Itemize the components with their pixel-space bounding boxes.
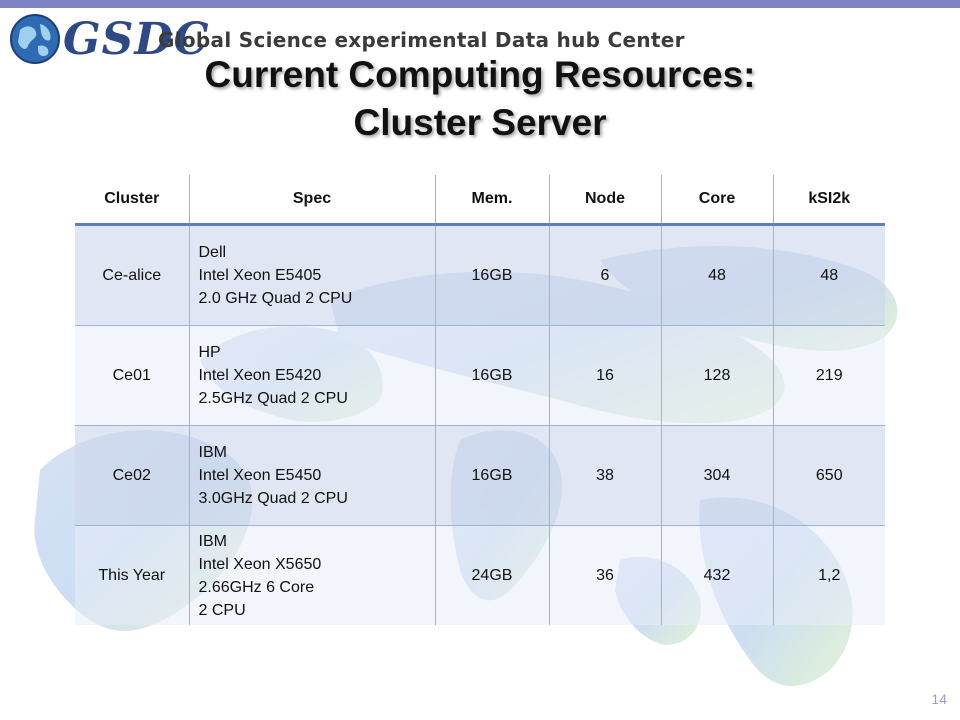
globe-icon: [10, 14, 60, 64]
logo-wordmark: GSDC: [63, 14, 210, 65]
cell-core: 48: [660, 224, 773, 326]
spec-line: Intel Xeon E5405: [198, 267, 322, 284]
column-header-core: Core: [660, 175, 773, 226]
spec-line: 2.5GHz Quad 2 CPU: [198, 390, 348, 407]
spec-line: 2.66GHz 6 Core: [198, 578, 315, 596]
table-row: Ce-alice Dell Intel Xeon E5405 2.0 GHz Q…: [75, 224, 885, 326]
cell-node: 6: [548, 224, 661, 326]
cell-ksi2k: 219: [772, 325, 885, 426]
column-header-mem: Mem.: [434, 175, 549, 226]
cell-core: 304: [660, 425, 773, 526]
cell-spec: HP Intel Xeon E5420 2.5GHz Quad 2 CPU: [188, 325, 435, 426]
cell-ksi2k: 1,2: [772, 525, 885, 625]
cell-mem: 16GB: [434, 325, 549, 426]
cell-node: 16: [548, 325, 661, 426]
slide-title-line2: Cluster Server: [353, 102, 607, 143]
column-header-ksi2k: kSI2k: [772, 175, 885, 226]
column-header-cluster: Cluster: [75, 175, 189, 226]
cell-spec: IBM Intel Xeon X5650 2.66GHz 6 Core 2 CP…: [188, 525, 435, 625]
cell-spec: IBM Intel Xeon E5450 3.0GHz Quad 2 CPU: [188, 425, 435, 526]
cell-mem: 16GB: [434, 425, 549, 526]
spec-line: IBM: [198, 444, 227, 461]
table-row: This Year IBM Intel Xeon X5650 2.66GHz 6…: [75, 525, 885, 625]
cell-cluster: Ce-alice: [75, 224, 189, 326]
spec-line: Intel Xeon E5420: [198, 367, 322, 384]
header-logo: GSDC Global Science experimental Data hu…: [8, 12, 684, 65]
cell-cluster: Ce01: [75, 325, 189, 426]
top-accent-bar: [0, 0, 960, 8]
table-row: Ce02 IBM Intel Xeon E5450 3.0GHz Quad 2 …: [75, 425, 885, 526]
cell-mem: 16GB: [434, 224, 549, 326]
cell-core: 128: [660, 325, 773, 426]
cell-mem: 24GB: [434, 525, 549, 625]
spec-line: IBM: [198, 532, 227, 550]
spec-line: 2.0 GHz Quad 2 CPU: [198, 290, 353, 307]
slide-title-line1: Current Computing Resources:: [204, 54, 756, 95]
spec-line: 3.0GHz Quad 2 CPU: [198, 490, 348, 507]
column-header-node: Node: [548, 175, 661, 226]
cell-ksi2k: 48: [772, 224, 885, 326]
cell-spec: Dell Intel Xeon E5405 2.0 GHz Quad 2 CPU: [188, 224, 435, 326]
spec-line: 2 CPU: [198, 601, 246, 619]
cell-node: 36: [548, 525, 661, 625]
page-number: 14: [931, 691, 947, 707]
cluster-resources-table: Cluster Spec Mem. Node Core kSI2k Ce-ali…: [75, 175, 885, 625]
spec-line: Dell: [198, 244, 227, 261]
cell-core: 432: [660, 525, 773, 625]
cell-cluster: This Year: [75, 525, 189, 625]
column-header-spec: Spec: [188, 175, 435, 226]
spec-line: Intel Xeon X5650: [198, 555, 322, 573]
logo-subtitle: Global Science experimental Data hub Cen…: [158, 28, 685, 52]
table-header-row: Cluster Spec Mem. Node Core kSI2k: [75, 175, 885, 226]
cell-node: 38: [548, 425, 661, 526]
table-row: Ce01 HP Intel Xeon E5420 2.5GHz Quad 2 C…: [75, 325, 885, 426]
cell-ksi2k: 650: [772, 425, 885, 526]
spec-line: Intel Xeon E5450: [198, 467, 322, 484]
cell-cluster: Ce02: [75, 425, 189, 526]
spec-line: HP: [198, 344, 221, 361]
